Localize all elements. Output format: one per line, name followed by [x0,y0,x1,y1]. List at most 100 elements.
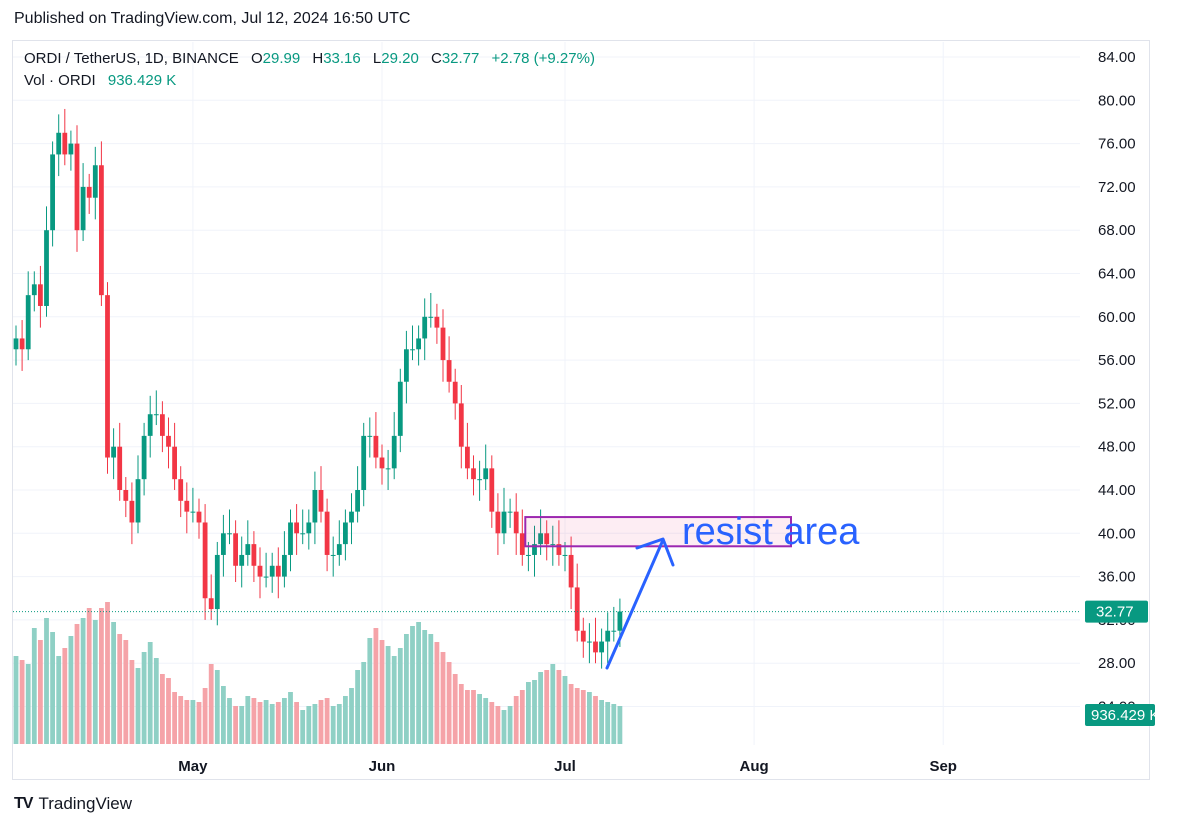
candle-body [153,414,159,416]
volume-bar [574,688,580,744]
candle-body [166,435,171,447]
volume-bar [410,626,415,744]
volume-bar [355,670,360,744]
volume-bar [288,692,293,744]
volume-bar [208,664,214,744]
chart-legend: ORDI / TetherUS, 1D, BINANCE O29.99 H33.… [24,48,595,92]
volume-bar [526,682,531,744]
volume-bar [434,642,440,744]
y-axis-tick-label: 56.00 [1098,352,1136,369]
volume-bar [147,642,153,744]
candle-body [99,165,104,296]
y-axis-tick-label: 36.00 [1098,569,1136,586]
candle-body [208,598,214,610]
candle-body [434,316,440,328]
candle-body [452,381,458,404]
candle-body [526,554,531,556]
candle-body [172,446,177,480]
candle-body [123,490,129,501]
candle-body [196,511,202,523]
candle-body [391,435,397,469]
volume-bar [428,634,434,744]
candle-body [13,338,19,350]
volume-bar [562,676,568,744]
last-volume-label: 936.429 K [1091,707,1159,724]
candle-body [312,490,318,523]
x-axis-tick-label: Jun [369,758,396,775]
candle-body [135,479,141,523]
candle-body [513,511,519,534]
volume-bar [538,672,543,744]
volume-bar [605,702,611,744]
candle-body [74,143,80,231]
y-axis-tick-label: 44.00 [1098,482,1136,499]
volume-bar [123,640,129,744]
volume-bar [160,674,165,744]
candle-body [190,511,196,513]
volume-bar [239,706,245,744]
volume-bar [68,636,74,744]
y-axis-tick-label: 72.00 [1098,179,1136,196]
candle-body [62,132,68,155]
y-axis-tick-label: 68.00 [1098,222,1136,239]
candle-body [556,544,562,555]
open-value: 29.99 [262,50,301,67]
x-axis-tick-label: Sep [929,758,957,775]
candle-body [269,565,275,577]
candle-body [263,576,269,578]
volume-bar [550,664,556,744]
candle-body [306,522,312,534]
volume-bar [31,628,37,744]
close-value: 32.77 [441,50,480,67]
volume-bar [141,652,147,744]
y-axis-tick-label: 76.00 [1098,136,1136,153]
candle-body [31,284,37,296]
volume-bar [489,702,495,744]
volume-bar [56,656,62,744]
volume-bar [452,674,458,744]
candle-body [25,295,31,350]
candle-body [404,349,409,382]
volume-bar [227,698,232,744]
resist-area-label: resist area [682,511,860,553]
arrow-line [605,538,665,670]
volume-bar [318,700,324,744]
candle-body [355,490,360,512]
candle-body [385,468,391,470]
symbol-label[interactable]: ORDI / TetherUS, 1D, BINANCE [24,50,239,67]
candle-body [111,446,116,458]
volume-label[interactable]: Vol · ORDI [24,72,96,89]
volume-bar [184,700,190,744]
candle-body [178,479,184,501]
candle-body [599,641,604,653]
volume-bar [519,690,525,744]
volume-bar [263,700,269,744]
volume-bar [495,706,501,744]
candle-body [117,446,123,490]
tradingview-branding[interactable]: TV TradingView [14,794,132,814]
volume-bar [580,690,586,744]
volume-bar [483,698,489,744]
x-axis-tick-label: Jul [554,758,576,775]
candle-body [397,381,403,436]
low-label: L [372,50,382,67]
candle-body [227,533,232,535]
volume-bar [373,628,379,744]
volume-bar [336,704,342,744]
brand-name: TradingView [38,794,133,813]
volume-bar [202,688,208,744]
volume-bar [294,702,299,744]
volume-bar [38,640,43,744]
volume-bar [25,664,31,744]
volume-bar [62,648,68,744]
last-price-badge [1085,600,1148,623]
candle-body [489,468,495,512]
candle-body [221,533,226,555]
volume-bar [178,696,184,744]
x-axis-tick-label: May [178,758,208,775]
candle-body [257,565,263,577]
high-label: H [312,50,324,67]
y-axis-tick-label: 28.00 [1098,655,1136,672]
y-axis-tick-label: 52.00 [1098,395,1136,412]
